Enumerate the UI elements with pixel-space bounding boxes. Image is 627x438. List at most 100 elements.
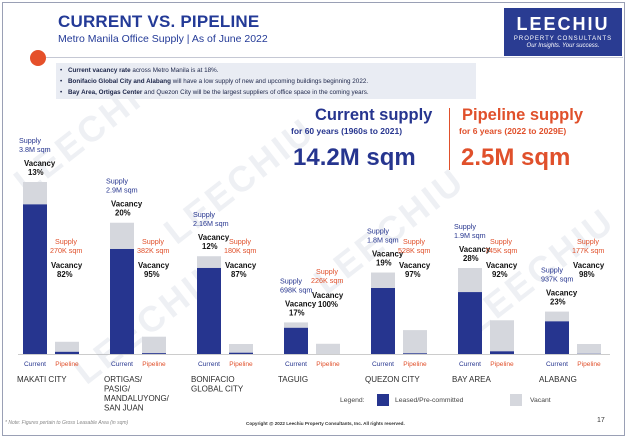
pipeline-supply-value: 180K sqm bbox=[224, 246, 256, 255]
pipeline-bar-label: Pipeline bbox=[142, 361, 166, 368]
current-bar-vacant bbox=[371, 272, 395, 289]
pipeline-vacancy-label: Vacancy bbox=[573, 261, 605, 270]
current-bar-leased bbox=[458, 292, 482, 354]
category-label: QUEZON CITY bbox=[365, 375, 420, 384]
pipeline-supply-label: Supply bbox=[55, 237, 77, 246]
current-vacancy-value: 17% bbox=[289, 308, 305, 317]
logo-sub: PROPERTY CONSULTANTS bbox=[513, 36, 613, 42]
pipeline-vacancy-value: 98% bbox=[579, 270, 595, 279]
current-bar-leased bbox=[545, 321, 569, 354]
current-bar-label: Current bbox=[111, 361, 133, 368]
pipeline-supply-label: Supply bbox=[142, 237, 164, 246]
current-bar-leased bbox=[371, 288, 395, 354]
pipeline-bar-leased bbox=[55, 351, 79, 354]
logo-tagline: Our Insights. Your success. bbox=[526, 43, 600, 49]
current-vacancy-value: 12% bbox=[202, 242, 218, 251]
pipeline-bar-vacant bbox=[55, 341, 79, 352]
current-supply-title: Current supply bbox=[315, 106, 433, 124]
current-bar-label: Current bbox=[372, 361, 394, 368]
current-supply-subtitle: for 60 years (1960s to 2021) bbox=[291, 126, 403, 136]
current-supply-label: Supply bbox=[193, 210, 215, 219]
category-label: BONIFACIO bbox=[191, 375, 235, 384]
current-vacancy-label: Vacancy bbox=[285, 299, 317, 308]
pipeline-vacancy-value: 95% bbox=[144, 270, 160, 279]
pipeline-bar-vacant bbox=[316, 343, 340, 354]
category-label: PASIG/ bbox=[104, 385, 131, 394]
current-bar-vacant bbox=[545, 311, 569, 322]
current-bar-leased bbox=[284, 327, 308, 354]
current-supply-label: Supply bbox=[454, 222, 476, 231]
pipeline-vacancy-value: 82% bbox=[57, 270, 73, 279]
current-bar-label: Current bbox=[285, 361, 307, 368]
current-vacancy-value: 20% bbox=[115, 209, 131, 218]
header-divider bbox=[46, 57, 623, 58]
pipeline-bar-label: Pipeline bbox=[577, 361, 601, 368]
current-bar-label: Current bbox=[546, 361, 568, 368]
company-logo: LEECHIU PROPERTY CONSULTANTS Our Insight… bbox=[504, 8, 622, 56]
current-vacancy-label: Vacancy bbox=[459, 245, 491, 254]
pipeline-vacancy-label: Vacancy bbox=[138, 261, 170, 270]
current-vacancy-label: Vacancy bbox=[546, 289, 578, 298]
pipeline-supply-label: Supply bbox=[577, 237, 599, 246]
current-bar-vacant bbox=[458, 268, 482, 293]
current-bar-vacant bbox=[197, 256, 221, 268]
page-title: CURRENT VS. PIPELINE bbox=[58, 12, 260, 31]
bullet-item: Bonifacio Global City and Alabang will h… bbox=[56, 78, 476, 86]
pipeline-supply-value: 745K sqm bbox=[485, 246, 517, 255]
pipeline-bar-vacant bbox=[577, 344, 601, 354]
current-bar-label: Current bbox=[24, 361, 46, 368]
category-label: ORTIGAS/ bbox=[104, 375, 143, 384]
current-bar-leased bbox=[197, 267, 221, 354]
legend-leased-swatch bbox=[377, 394, 389, 406]
pipeline-supply-value: 382K sqm bbox=[137, 246, 169, 255]
page-number: 17 bbox=[597, 417, 605, 424]
pipeline-vacancy-label: Vacancy bbox=[312, 291, 344, 300]
pipeline-bar-leased bbox=[490, 351, 514, 354]
current-vacancy-label: Vacancy bbox=[372, 250, 404, 259]
pipeline-vacancy-value: 97% bbox=[405, 270, 421, 279]
legend-title: Legend: bbox=[340, 397, 365, 404]
pipeline-bar-label: Pipeline bbox=[490, 361, 514, 368]
pipeline-supply-value: 226K sqm bbox=[311, 276, 343, 285]
current-bar-leased bbox=[110, 248, 134, 354]
pipeline-vacancy-label: Vacancy bbox=[399, 261, 431, 270]
current-supply-value: 2.9M sqm bbox=[106, 186, 138, 195]
pipeline-supply-label: Supply bbox=[403, 237, 425, 246]
current-supply-label: Supply bbox=[106, 177, 128, 186]
bullet-item: Bay Area, Ortigas Center and Quezon City… bbox=[56, 89, 476, 97]
current-supply-label: Supply bbox=[367, 227, 389, 236]
current-supply-value: 1.8M sqm bbox=[367, 236, 399, 245]
current-supply-label: Supply bbox=[280, 276, 302, 285]
pipeline-bar-label: Pipeline bbox=[55, 361, 79, 368]
legend-leased-label: Leased/Pre-committed bbox=[395, 397, 464, 404]
current-bar-vacant bbox=[23, 182, 47, 205]
current-supply-total: 14.2M sqm bbox=[293, 144, 416, 171]
current-supply-value: 698K sqm bbox=[280, 285, 312, 294]
current-vacancy-value: 23% bbox=[550, 298, 566, 307]
pipeline-supply-label: Supply bbox=[229, 237, 251, 246]
pipeline-bar-leased bbox=[403, 353, 427, 354]
pipeline-supply-label: Supply bbox=[316, 267, 338, 276]
key-findings-box: Current vacancy rate across Metro Manila… bbox=[56, 63, 476, 99]
category-label: ALABANG bbox=[539, 375, 577, 384]
current-bar-label: Current bbox=[198, 361, 220, 368]
current-bar-vacant bbox=[110, 222, 134, 249]
pipeline-vacancy-value: 100% bbox=[318, 300, 338, 309]
category-label: TAGUIG bbox=[278, 375, 308, 384]
current-supply-label: Supply bbox=[19, 136, 41, 145]
pipeline-bar-leased bbox=[142, 353, 166, 354]
pipeline-bar-vacant bbox=[490, 320, 514, 352]
category-label: GLOBAL CITY bbox=[191, 385, 244, 394]
pipeline-vacancy-value: 87% bbox=[231, 270, 247, 279]
pipeline-supply-value: 177K sqm bbox=[572, 246, 604, 255]
category-label: MANDALUYONG/ bbox=[104, 394, 170, 403]
current-bar-vacant bbox=[284, 322, 308, 328]
pipeline-supply-total: 2.5M sqm bbox=[461, 144, 571, 171]
accent-dot-icon bbox=[30, 50, 46, 66]
pipeline-vacancy-label: Vacancy bbox=[225, 261, 257, 270]
pipeline-supply-label: Supply bbox=[490, 237, 512, 246]
pipeline-vacancy-label: Vacancy bbox=[486, 261, 518, 270]
current-vacancy-value: 13% bbox=[28, 168, 44, 177]
category-label: BAY AREA bbox=[452, 375, 492, 384]
pipeline-supply-value: 528K sqm bbox=[398, 246, 430, 255]
